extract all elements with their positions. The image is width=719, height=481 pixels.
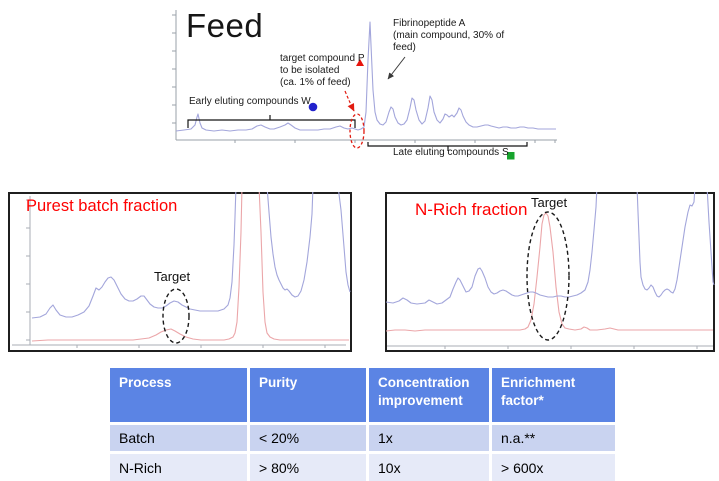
target-triangle-icon <box>356 59 364 66</box>
batch-red-trace <box>31 192 349 342</box>
batch-chart: Purest batch fraction Target <box>8 192 352 352</box>
table-cell: N-Rich <box>110 454 247 481</box>
table-header-enrichment: Enrichment factor* <box>492 368 615 422</box>
batch-chart-canvas <box>12 192 351 348</box>
late-compounds-label: Late eluting compounds S <box>393 147 509 158</box>
target-annotation: target compound P to be isolated (ca. 1%… <box>280 53 365 88</box>
early-circle-icon <box>308 102 318 112</box>
batch-target-label: Target <box>154 269 191 284</box>
feed-axes <box>172 10 557 143</box>
nrich-chart-title: N-Rich fraction <box>415 200 528 219</box>
early-compounds-label: Early eluting compounds W <box>189 96 311 107</box>
batch-target-ellipse <box>162 288 190 344</box>
late-square-icon <box>507 152 515 160</box>
table-cell: > 80% <box>250 454 366 481</box>
batch-blue-trace <box>31 192 351 319</box>
results-table: Process Purity Concentration improvement… <box>110 368 615 481</box>
target-dashed-arrow <box>344 90 355 112</box>
table-cell: 10x <box>369 454 489 481</box>
batch-chart-title: Purest batch fraction <box>26 197 178 215</box>
table-cell: 1x <box>369 425 489 451</box>
nrich-axes <box>387 345 713 349</box>
nrich-chart-canvas <box>385 192 715 349</box>
table-header-process: Process <box>110 368 247 422</box>
nrich-target-label: Target <box>531 195 568 210</box>
fibrinopeptide-annotation: Fibrinopeptide A (main compound, 30% of … <box>393 18 505 53</box>
nrich-target-ellipse <box>526 211 570 341</box>
feed-chart: Feed Fibrinopeptide A (main compound, 30… <box>150 5 570 173</box>
late-compounds-bracket <box>367 142 528 151</box>
target-dashed-ellipse <box>349 113 365 149</box>
table-cell: > 600x <box>492 454 615 481</box>
table-cell: < 20% <box>250 425 366 451</box>
nrich-blue-trace <box>385 192 715 305</box>
early-compounds-bracket <box>187 115 356 128</box>
nrich-chart: N-Rich fraction Target <box>385 192 715 352</box>
table-header-concentration: Concentration improvement <box>369 368 489 422</box>
feed-chart-canvas <box>172 10 557 160</box>
nrich-red-trace <box>385 212 713 332</box>
feed-trace <box>175 21 556 132</box>
table-cell: n.a.** <box>492 425 615 451</box>
fibrinopeptide-arrow <box>387 56 406 80</box>
batch-axes <box>12 196 346 348</box>
feed-title: Feed <box>186 7 264 44</box>
table-cell: Batch <box>110 425 247 451</box>
table-header-purity: Purity <box>250 368 366 422</box>
